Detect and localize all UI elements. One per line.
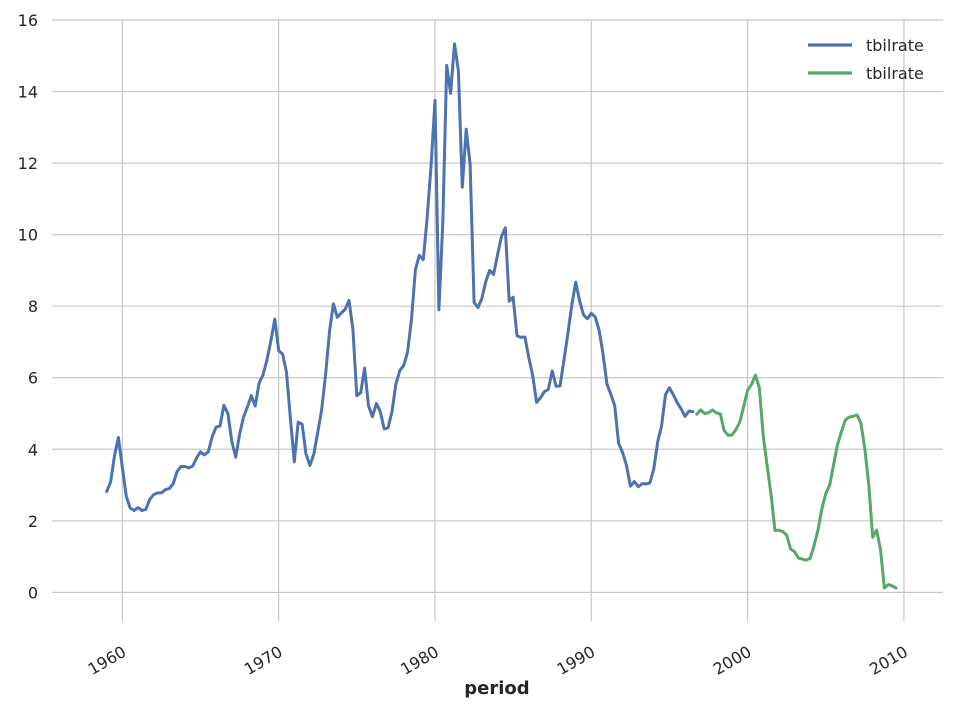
x-tick-label: 2000 [710,642,755,679]
legend: tbilrate tbilrate [808,36,924,83]
x-tick-label: 1990 [554,642,599,679]
legend-label-series-1: tbilrate [866,36,924,55]
y-tick-label: 4 [28,440,38,459]
y-tick-label: 16 [18,11,38,30]
y-tick-label: 0 [28,583,38,602]
x-tick-label: 2010 [866,642,911,679]
y-tick-label: 10 [18,226,38,245]
grid-layer [52,19,943,621]
series-line-2 [695,373,898,590]
y-tick-label: 6 [28,369,38,388]
x-tick-label: 1970 [241,642,286,679]
x-tick-label: 1960 [85,642,130,679]
series-layer [105,42,898,590]
tick-label-layer: 0 2 4 6 8 10 12 14 16 1960 1970 1980 1990 2000 2010 [18,11,911,679]
legend-label-series-2: tbilrate [866,64,924,83]
y-tick-label: 2 [28,512,38,531]
series-line-1 [105,42,695,512]
y-tick-label: 14 [18,83,38,102]
x-axis-title: period [464,678,529,699]
y-tick-label: 12 [18,154,38,173]
y-tick-label: 8 [28,297,38,316]
x-tick-label: 1980 [397,642,442,679]
